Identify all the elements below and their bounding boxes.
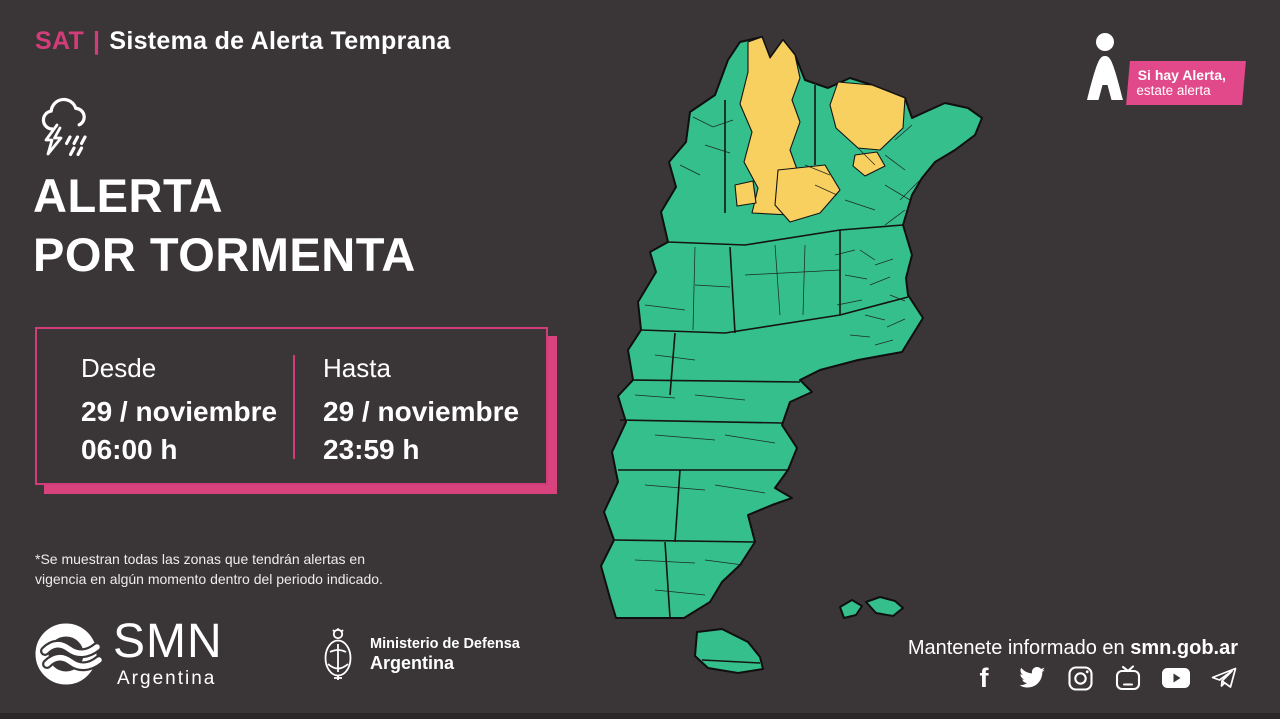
twitter-icon[interactable] [1018, 664, 1046, 692]
ministry-name: Ministerio de Defensa [370, 636, 520, 652]
storm-cloud-lightning-icon [33, 92, 103, 166]
period-divider [293, 355, 295, 459]
info-prefix: Mantenete informado en [907, 637, 1131, 659]
smn-country: Argentina [117, 668, 217, 689]
period-from-label: Desde [81, 353, 157, 383]
map-province-borders [613, 85, 909, 664]
map-department-borders [634, 116, 921, 596]
igtv-icon[interactable] [1114, 664, 1142, 692]
facebook-icon[interactable]: f [979, 663, 989, 693]
period-to-label: Hasta [323, 353, 391, 383]
alert-title-line2: POR TORMENTA [33, 228, 416, 281]
period-to-date: 29 / noviembre [323, 396, 520, 427]
info-domain: smn.gob.ar [1130, 637, 1238, 659]
map-malvinas-east [865, 596, 904, 617]
period-box: Desde 29 / noviembre 06:00 h Hasta 29 / … [35, 327, 548, 485]
telegram-icon[interactable] [1210, 664, 1238, 692]
map-malvinas-west [839, 599, 863, 619]
map-tierra-del-fuego [694, 628, 764, 674]
alert-title-line1: ALERTA [33, 169, 224, 222]
ministry-block: Ministerio de Defensa Argentina [318, 627, 520, 683]
instagram-icon[interactable] [1066, 664, 1094, 692]
ministry-country: Argentina [370, 653, 455, 673]
header-separator: | [93, 27, 101, 55]
argentina-alert-map [575, 15, 1005, 695]
system-title: Sistema de Alerta Temprana [109, 27, 451, 55]
map-alert-zones-yellow [734, 36, 906, 223]
badge-line1: Si hay Alerta, [1137, 67, 1226, 83]
social-icons-row: f [970, 664, 1238, 692]
period-from: Desde 29 / noviembre 06:00 h [81, 353, 293, 465]
smn-name: SMN [113, 615, 223, 668]
sat-brand: SAT [35, 27, 85, 55]
sat-person-icon [1078, 32, 1132, 104]
smn-logo-block: SMN Argentina [33, 618, 223, 690]
si-hay-alerta-badge: Si hay Alerta, estate alerta [1126, 61, 1246, 105]
alert-title: ALERTA POR TORMENTA [33, 166, 416, 284]
disclaimer-line2: vigencia en algún momento dentro del per… [35, 571, 383, 587]
period-to: Hasta 29 / noviembre 23:59 h [295, 353, 519, 465]
badge-line2: estate alerta [1136, 83, 1211, 98]
bottom-edge-strip [0, 713, 1280, 719]
ministry-emblem-icon [324, 628, 352, 680]
period-from-date: 29 / noviembre [81, 396, 278, 427]
info-line: Mantenete informado en smn.gob.ar [908, 637, 1238, 660]
disclaimer-line1: *Se muestran todas las zonas que tendrán… [35, 551, 365, 567]
disclaimer-text: *Se muestran todas las zonas que tendrán… [35, 549, 383, 589]
header: SAT | Sistema de Alerta Temprana [35, 27, 451, 56]
period-to-time: 23:59 h [323, 434, 420, 465]
youtube-icon[interactable] [1162, 664, 1190, 692]
period-from-time: 06:00 h [81, 434, 178, 465]
smn-logo-icon [35, 623, 104, 685]
